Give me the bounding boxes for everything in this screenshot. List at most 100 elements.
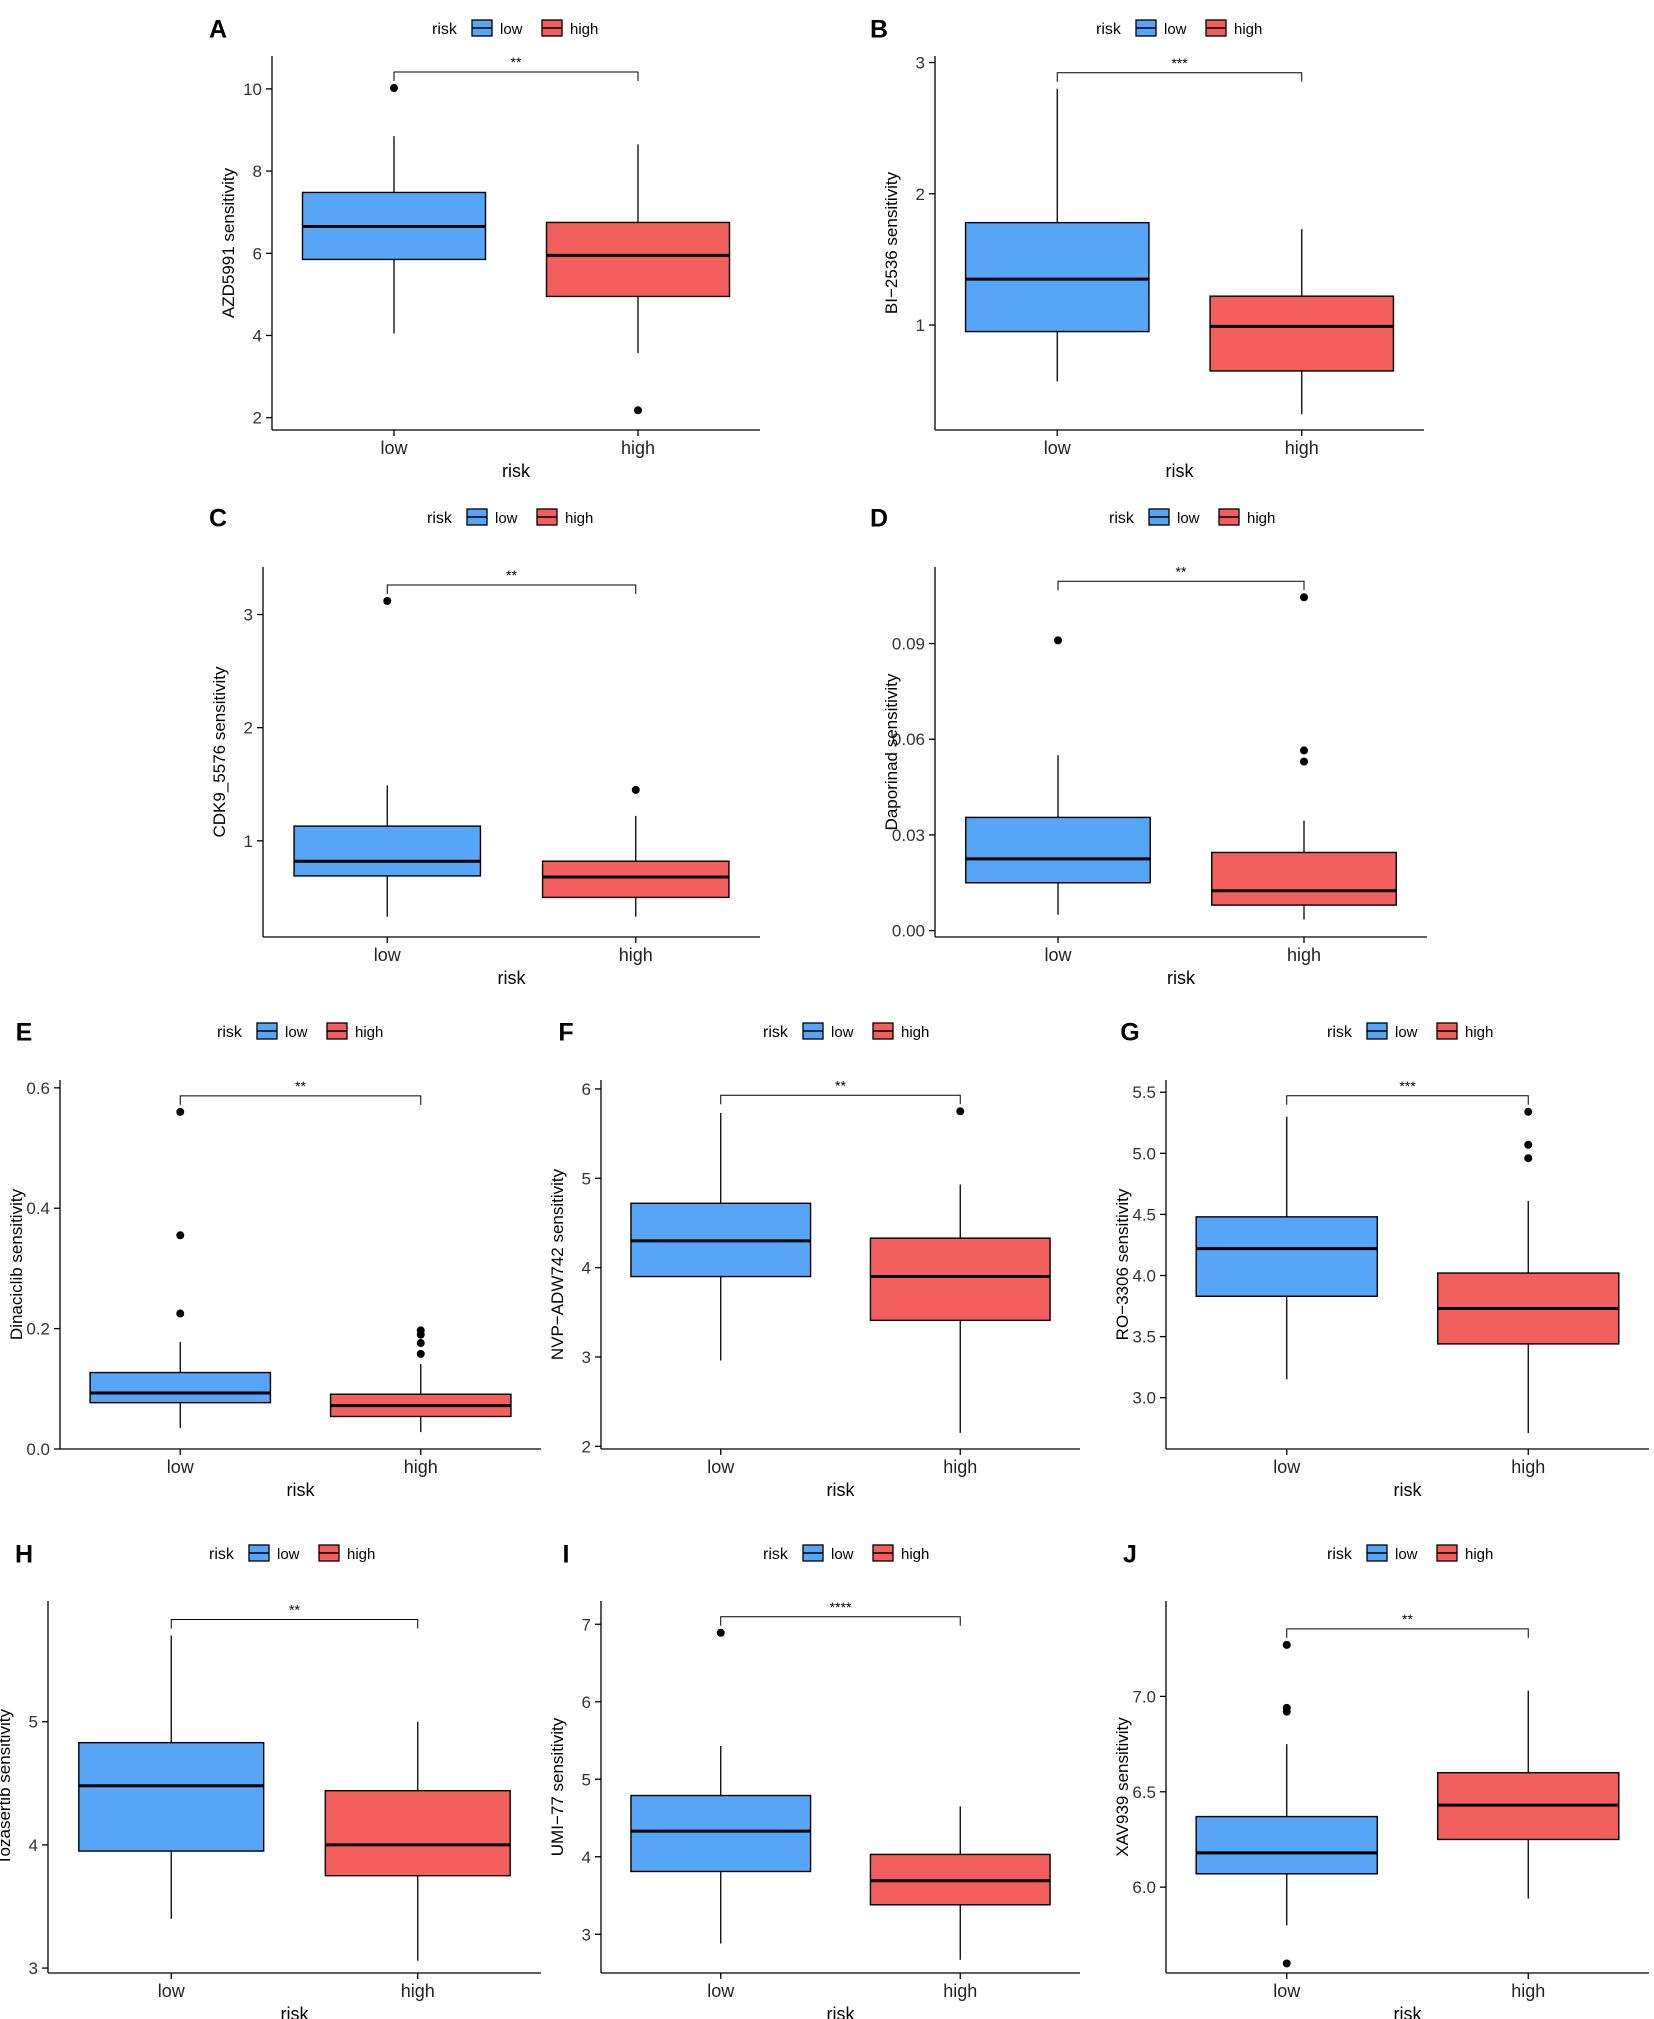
- x-tick-label-high: high: [943, 1457, 977, 1477]
- significance-bracket: **: [1286, 1611, 1529, 1638]
- panel-label: G: [1120, 1019, 1139, 1047]
- y-tick-label: 0.00: [892, 922, 925, 941]
- legend: risk low high: [1327, 1544, 1493, 1563]
- legend-label-low: low: [831, 1546, 854, 1563]
- y-tick-label: 5: [29, 1713, 38, 1732]
- x-tick-label-high: high: [943, 1981, 977, 2001]
- y-tick-label: 6: [253, 244, 262, 263]
- box-low: [78, 1635, 265, 1919]
- significance-label: ***: [1171, 55, 1188, 71]
- bracket-line: [1056, 72, 1303, 82]
- y-tick-label: 0.2: [26, 1320, 50, 1339]
- outlier-point: [1282, 1640, 1291, 1649]
- y-axis-title: Daporinad sensitivity: [882, 673, 901, 830]
- y-tick-label: 6.5: [1132, 1783, 1156, 1802]
- significance-bracket: ***: [1286, 1078, 1529, 1105]
- bracket-line: [720, 1616, 961, 1626]
- legend-label-low: low: [1395, 1546, 1418, 1563]
- outlier-point: [1282, 1703, 1291, 1712]
- box-low: [1195, 1640, 1379, 1968]
- panel-label: H: [15, 1541, 33, 1569]
- outlier-point: [1300, 746, 1308, 755]
- y-axis-title: NVP−ADW742 sensitivity: [548, 1168, 567, 1360]
- legend-label-low: low: [1395, 1024, 1418, 1041]
- iqr-box: [89, 1371, 272, 1404]
- iqr-box: [630, 1794, 812, 1873]
- legend-label-low: low: [285, 1024, 308, 1041]
- legend-title: risk: [427, 510, 453, 527]
- outlier-point: [416, 1326, 425, 1335]
- legend: risk low high: [432, 19, 598, 38]
- y-tick-label: 0.4: [26, 1199, 50, 1218]
- iqr-box: [1195, 1815, 1379, 1875]
- significance-bracket: ****: [720, 1599, 961, 1626]
- y-tick-label: 1: [244, 832, 253, 851]
- box-high: [869, 1107, 1051, 1433]
- x-tick-label-high: high: [619, 945, 653, 965]
- legend-label-low: low: [831, 1024, 854, 1041]
- legend-label-high: high: [901, 1024, 929, 1041]
- x-tick-label-low: low: [1044, 945, 1072, 965]
- iqr-box: [78, 1741, 265, 1852]
- x-tick-label-high: high: [1511, 1981, 1545, 2001]
- significance-label: **: [511, 54, 522, 70]
- panel-label: C: [209, 505, 227, 533]
- y-tick-label: 3: [582, 1348, 591, 1367]
- y-tick-label: 4: [582, 1259, 591, 1278]
- box-low: [630, 1113, 812, 1361]
- y-tick-label: 5.0: [1132, 1144, 1156, 1163]
- outlier-point: [1524, 1107, 1533, 1116]
- outlier-point: [176, 1231, 185, 1240]
- bracket-line: [386, 584, 637, 594]
- y-tick-label: 3.0: [1132, 1389, 1156, 1408]
- box-low: [964, 88, 1150, 382]
- panel-label: D: [870, 505, 888, 533]
- y-tick-label: 2: [916, 185, 925, 204]
- significance-bracket: **: [386, 567, 637, 594]
- y-axis-title: RO−3306 sensitivity: [1113, 1188, 1132, 1340]
- legend-label-high: high: [1234, 21, 1262, 38]
- box-high: [1209, 229, 1395, 415]
- y-tick-label: 0.6: [26, 1079, 50, 1098]
- outlier-point: [1524, 1154, 1533, 1163]
- y-axis-title: BI−2536 sensitivity: [882, 171, 901, 314]
- box-low: [301, 84, 487, 334]
- outlier-point: [383, 596, 392, 605]
- x-axis-title: risk: [1166, 461, 1195, 481]
- y-tick-label: 2: [582, 1437, 591, 1456]
- iqr-box: [1211, 851, 1397, 906]
- x-axis-title: risk: [281, 2004, 310, 2019]
- y-tick-label: 3: [916, 54, 925, 73]
- legend-label-high: high: [1465, 1546, 1493, 1563]
- legend-label-high: high: [570, 21, 598, 38]
- outlier-point: [956, 1107, 965, 1116]
- y-tick-label: 1: [916, 316, 925, 335]
- x-tick-label-low: low: [167, 1457, 195, 1477]
- x-tick-label-low: low: [374, 945, 402, 965]
- legend-label-low: low: [1164, 21, 1187, 38]
- panel-label: B: [870, 16, 888, 44]
- box-low: [1195, 1116, 1379, 1380]
- legend: risk low high: [217, 1022, 383, 1041]
- legend-label-high: high: [565, 510, 593, 527]
- outlier-point: [416, 1349, 425, 1358]
- y-tick-label: 3: [582, 1925, 591, 1944]
- box-high: [329, 1326, 512, 1433]
- x-axis-title: risk: [1167, 968, 1196, 988]
- significance-bracket: **: [170, 1601, 419, 1629]
- y-tick-label: 6.0: [1132, 1878, 1156, 1897]
- y-tick-label: 2: [244, 719, 253, 738]
- legend-label-low: low: [495, 510, 518, 527]
- x-tick-label-low: low: [1044, 438, 1072, 458]
- significance-bracket: **: [720, 1077, 961, 1105]
- x-tick-label-low: low: [158, 1981, 186, 2001]
- y-tick-label: 3: [29, 1959, 38, 1978]
- significance-label: ****: [830, 1599, 852, 1615]
- x-tick-label-high: high: [1287, 945, 1321, 965]
- legend-label-high: high: [1465, 1024, 1493, 1041]
